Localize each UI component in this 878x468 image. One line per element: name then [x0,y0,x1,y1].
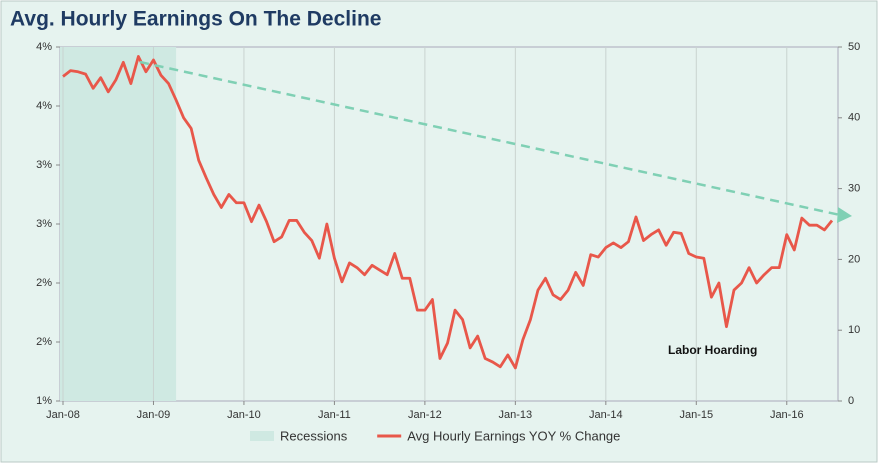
x-tick-label: Jan-10 [227,409,261,421]
chart-title: Avg. Hourly Earnings On The Decline [10,8,381,31]
x-tick-label: Jan-12 [408,409,442,421]
x-tick-label: Jan-13 [499,409,533,421]
y2-tick-label: 40 [848,112,860,124]
y-tick-label: 3% [36,218,52,230]
y-tick-label: 3% [36,159,52,171]
legend-label: Recessions [280,428,348,443]
y-tick-label: 2% [36,336,52,348]
annotation: Labor Hoarding [668,343,757,357]
trend-arrowhead [837,207,852,223]
y2-tick-label: 30 [848,183,860,195]
y-tick-label: 2% [36,277,52,289]
legend-swatch [250,431,274,441]
y-tick-label: 4% [36,100,52,112]
x-tick-label: Jan-08 [46,409,80,421]
legend-label: Avg Hourly Earnings YOY % Change [407,428,620,443]
y2-tick-label: 10 [848,324,860,336]
x-tick-label: Jan-11 [318,409,351,421]
y2-tick-label: 20 [848,253,860,265]
y2-tick-label: 0 [848,395,854,407]
recession-area [60,47,177,401]
x-tick-label: Jan-14 [589,409,623,421]
x-tick-label: Jan-16 [770,409,804,421]
x-tick-label: Jan-09 [137,409,171,421]
y-tick-label: 4% [36,41,52,53]
y-tick-label: 1% [36,395,52,407]
data-line [62,55,834,370]
y2-tick-label: 50 [848,41,860,53]
x-tick-label: Jan-15 [679,409,713,421]
